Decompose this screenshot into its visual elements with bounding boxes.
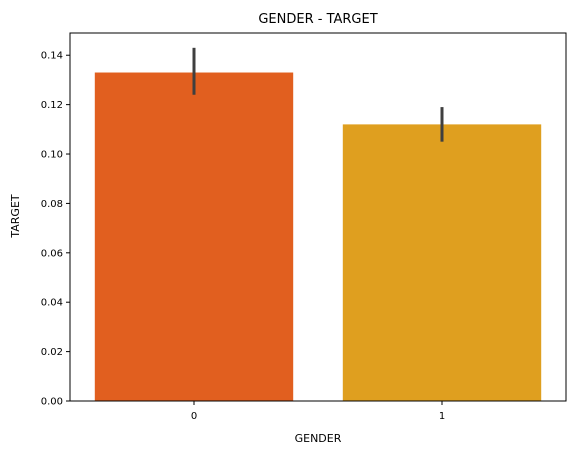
y-axis-ticks: 0.00 0.02 0.04 0.06 0.08 0.10 0.12 0.14 xyxy=(41,51,70,408)
bar-0 xyxy=(94,72,294,401)
y-tick-label-4: 0.08 xyxy=(41,199,63,210)
x-axis-label: GENDER xyxy=(295,432,342,445)
plot-frame xyxy=(69,32,567,402)
y-tick-label-5: 0.10 xyxy=(41,150,63,161)
plot-area xyxy=(94,47,542,401)
y-tick-label-1: 0.02 xyxy=(41,347,63,358)
x-tick-label-0: 0 xyxy=(191,411,197,422)
y-tick-label-7: 0.14 xyxy=(41,51,63,62)
y-tick-label-0: 0.00 xyxy=(41,397,63,408)
bar-1 xyxy=(342,124,542,401)
x-tick-label-1: 1 xyxy=(439,411,445,422)
y-axis-label: TARGET xyxy=(9,194,22,239)
y-tick-label-2: 0.04 xyxy=(41,298,63,309)
y-tick-label-6: 0.12 xyxy=(41,100,63,111)
y-tick-label-3: 0.06 xyxy=(41,248,63,259)
chart-title: GENDER - TARGET xyxy=(258,12,377,27)
